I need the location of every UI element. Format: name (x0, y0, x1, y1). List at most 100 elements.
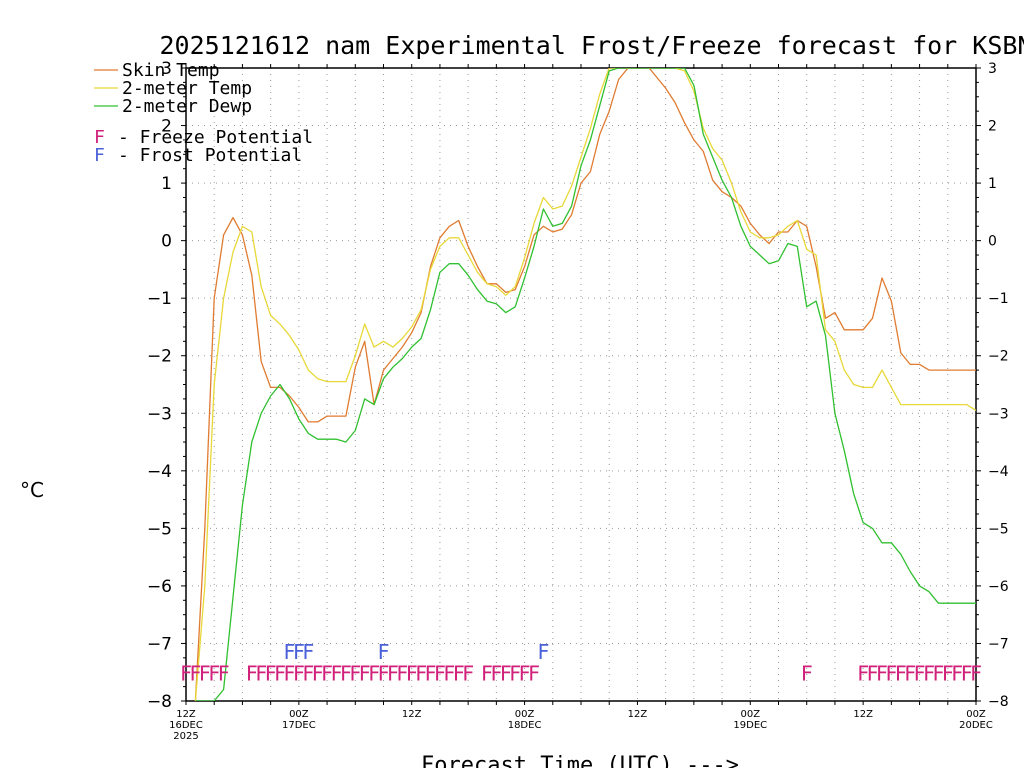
y-tick-label-left: −2 (147, 347, 172, 367)
frost-flag: F (537, 640, 549, 664)
freeze-flag: F (415, 661, 427, 685)
freeze-flag: F (425, 661, 437, 685)
frost-flag: F (377, 640, 389, 664)
y-tick-label-right: −6 (988, 579, 1009, 595)
freeze-flag: F (453, 661, 465, 685)
frost-flag: F (283, 640, 295, 664)
legend-flag-label: - Freeze Potential (118, 127, 313, 148)
freeze-flag: F (359, 661, 371, 685)
y-tick-label-right: −7 (988, 636, 1009, 652)
freeze-flag: F (904, 661, 916, 685)
freeze-flag: F (180, 661, 192, 685)
grid (186, 68, 976, 701)
freeze-flag: F (199, 661, 211, 685)
freeze-flag: F (914, 661, 926, 685)
y-tick-label-left: 2 (161, 117, 172, 137)
x-tick-label: 20DEC (959, 720, 993, 731)
freeze-flag: F (970, 661, 982, 685)
y-tick-label-right: 3 (988, 61, 997, 77)
freeze-flag: F (265, 661, 277, 685)
freeze-flag: F (443, 661, 455, 685)
freeze-flag: F (208, 661, 220, 685)
freeze-flag: F (923, 661, 935, 685)
2-meter-temp-line (194, 68, 976, 701)
y-tick-label-left: −7 (147, 634, 172, 654)
freeze-flag: F (330, 661, 342, 685)
x-tick-label: 18DEC (508, 720, 542, 731)
freeze-flag: F (246, 661, 258, 685)
freeze-flag: F (283, 661, 295, 685)
2-meter-dewp-line (195, 68, 976, 701)
freeze-flag: F (255, 661, 267, 685)
freeze-flag: F (462, 661, 474, 685)
legend-flag-symbol: F (94, 145, 105, 166)
x-tick-label: 2025 (173, 731, 198, 742)
y-tick-label-right: 0 (988, 234, 997, 250)
freeze-flag: F (528, 661, 540, 685)
x-tick-label: 12Z (176, 709, 196, 720)
freeze-flag: F (189, 661, 201, 685)
freeze-flag: F (500, 661, 512, 685)
legend-flag-label: - Frost Potential (118, 145, 302, 166)
freeze-flag: F (519, 661, 531, 685)
series-lines (194, 68, 976, 701)
freeze-flag: F (895, 661, 907, 685)
freeze-flag: F (396, 661, 408, 685)
legend-label: Skin Temp (122, 60, 220, 81)
freeze-flag: F (481, 661, 493, 685)
freeze-flag: F (942, 661, 954, 685)
freeze-flag: F (293, 661, 305, 685)
freeze-flag: F (434, 661, 446, 685)
x-tick-label: 16DEC (169, 720, 203, 731)
freeze-flag: F (509, 661, 521, 685)
skin-temp-line (194, 68, 976, 701)
freeze-flag: F (885, 661, 897, 685)
legend-label: 2-meter Temp (122, 78, 252, 99)
x-tick-label: 19DEC (733, 720, 767, 731)
y-tick-label-right: −1 (988, 291, 1009, 307)
freeze-flag: F (340, 661, 352, 685)
x-tick-label: 12Z (853, 709, 873, 720)
x-tick-label: 12Z (402, 709, 422, 720)
y-tick-label-left: 0 (161, 232, 172, 252)
freeze-flag: F (961, 661, 973, 685)
x-axis-label: Forecast Time (UTC) ---> (421, 753, 739, 768)
y-tick-label-left: −4 (147, 462, 172, 482)
y-tick-label-left: 3 (161, 59, 172, 79)
legend-flag-symbol: F (94, 127, 105, 148)
freeze-flag: F (490, 661, 502, 685)
frost-flag: F (293, 640, 305, 664)
y-tick-label-right: −2 (988, 349, 1009, 365)
y-axis-label: °C (20, 478, 44, 502)
y-tick-label-left: 1 (161, 174, 172, 194)
y-tick-label-right: −8 (988, 694, 1009, 710)
y-tick-label-left: −6 (147, 577, 172, 597)
plot-frame (185, 67, 977, 702)
freeze-flag: F (951, 661, 963, 685)
legend-label: 2-meter Dewp (122, 96, 252, 117)
y-tick-label-left: −8 (147, 692, 172, 712)
freeze-flag: F (406, 661, 418, 685)
freeze-flag: F (274, 661, 286, 685)
y-tick-label-right: 1 (988, 176, 997, 192)
y-tick-label-right: 2 (988, 119, 997, 135)
freeze-flag: F (312, 661, 324, 685)
freeze-flag: F (368, 661, 380, 685)
freeze-flag: F (801, 661, 813, 685)
x-tick-label: 00Z (740, 709, 760, 720)
freeze-flag: F (349, 661, 361, 685)
y-tick-label-left: −3 (147, 404, 172, 424)
freeze-flag: F (302, 661, 314, 685)
x-tick-label: 00Z (289, 709, 309, 720)
freeze-flag: F (387, 661, 399, 685)
freeze-flag: F (932, 661, 944, 685)
x-tick-label: 00Z (966, 709, 986, 720)
axis-ticks: −8 −8 −7 −7 −6 −6 −5 −5 −4 −4 −3 −3 −2 −2 −1 −1 0 0 1 1 2 2 3 3… (147, 59, 1009, 742)
x-tick-label: 00Z (515, 709, 535, 720)
freeze-flag: F (867, 661, 879, 685)
freeze-flag: F (321, 661, 333, 685)
freeze-flag: F (218, 661, 230, 685)
